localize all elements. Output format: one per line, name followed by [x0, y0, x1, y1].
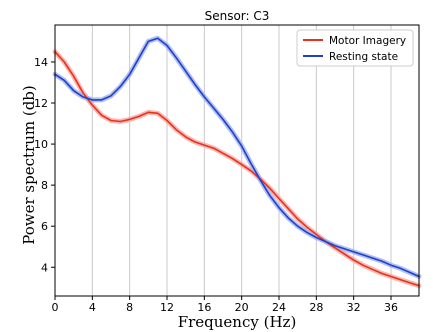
y-tick-label-6: 6: [41, 220, 48, 233]
band-motor-imagery: [52, 49, 422, 289]
legend-label-motor-imagery: Motor Imagery: [329, 35, 406, 47]
y-tick-label-12: 12: [34, 97, 48, 110]
series-line-resting-state: [54, 37, 420, 278]
x-axis-label: Frequency (Hz): [178, 313, 297, 331]
series-line-motor-imagery: [54, 50, 420, 287]
x-tick-label-0: 0: [52, 301, 59, 314]
x-tick-label-24: 24: [272, 301, 286, 314]
legend-box: [296, 29, 414, 67]
x-tick-label-20: 20: [235, 301, 249, 314]
y-axis-ticks: 4 6 8 10 12 14: [34, 56, 55, 274]
band-resting-state: [52, 35, 422, 279]
y-tick-label-14: 14: [34, 56, 48, 69]
y-axis-label: Power spectrum (db): [20, 85, 38, 245]
x-tick-label-28: 28: [309, 301, 323, 314]
x-tick-label-36: 36: [384, 301, 398, 314]
x-tick-label-16: 16: [197, 301, 211, 314]
y-tick-label-8: 8: [41, 179, 48, 192]
x-tick-label-32: 32: [347, 301, 361, 314]
x-tick-label-12: 12: [160, 301, 174, 314]
x-tick-label-8: 8: [126, 301, 133, 314]
y-tick-label-10: 10: [34, 138, 48, 151]
series-lines: [54, 37, 420, 287]
y-tick-label-4: 4: [41, 261, 48, 274]
legend: Motor Imagery Resting state: [296, 29, 414, 67]
chart-title: Sensor: C3: [205, 9, 270, 23]
legend-label-resting-state: Resting state: [329, 51, 398, 63]
x-tick-label-4: 4: [89, 301, 96, 314]
x-axis-ticks: 0 4 8 12 16 20 24 28 32 36: [52, 296, 398, 314]
plot-frame: [54, 24, 420, 297]
